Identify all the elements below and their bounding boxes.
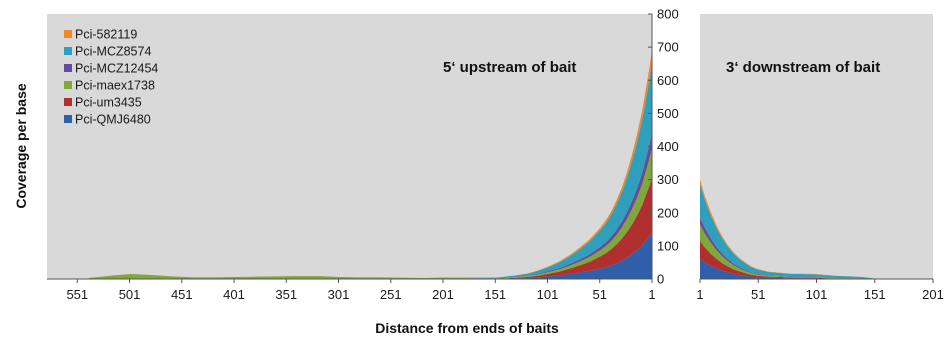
area-upstream-pci-um3435	[88, 177, 653, 279]
x-tick-label: 101	[806, 287, 828, 302]
y-tick-label: 0	[657, 272, 664, 287]
panel-annotation-upstream: 5‘ upstream of bait	[443, 59, 576, 76]
plot-area-downstream	[700, 14, 933, 279]
x-tick-label: 351	[275, 287, 297, 302]
y-tick-label: 800	[657, 7, 679, 22]
legend-swatch	[64, 81, 72, 89]
x-tick-label: 151	[864, 287, 886, 302]
legend-swatch	[64, 47, 72, 55]
area-downstream-pci-qmj6480	[700, 259, 880, 279]
y-axis-title: Coverage per base	[13, 83, 29, 208]
legend-label: Pci-um3435	[75, 96, 142, 110]
y-tick-label: 500	[657, 106, 679, 121]
plot-area-upstream	[47, 14, 652, 279]
y-tick-label: 600	[657, 73, 679, 88]
x-tick-label: 201	[432, 287, 454, 302]
x-tick-label: 451	[171, 287, 193, 302]
legend-label: Pci-MCZ8574	[75, 45, 151, 59]
x-tick-label: 101	[537, 287, 559, 302]
legend-label: Pci-MCZ12454	[75, 62, 158, 76]
x-axis-title: Distance from ends of baits	[375, 320, 559, 336]
x-tick-label: 301	[328, 287, 350, 302]
legend-swatch	[64, 64, 72, 72]
legend-swatch	[64, 98, 72, 106]
legend-swatch	[64, 115, 72, 123]
chart-legend: Pci-582119 Pci-MCZ8574 Pci-MCZ12454 Pci-mae…	[64, 28, 158, 127]
legend-label: Pci-maex1738	[75, 79, 155, 93]
area-upstream-pci-qmj6480	[88, 232, 653, 279]
x-tick-label: 151	[484, 287, 506, 302]
y-tick-label: 100	[657, 238, 679, 253]
y-tick-label: 400	[657, 139, 679, 154]
x-tick-label: 1	[648, 287, 655, 302]
legend-swatch	[64, 30, 72, 38]
x-tick-label: 551	[66, 287, 88, 302]
legend-label: Pci-QMJ6480	[75, 113, 151, 127]
x-tick-label: 251	[380, 287, 402, 302]
y-tick-label: 300	[657, 172, 679, 187]
x-tick-label: 1	[696, 287, 703, 302]
x-tick-label: 401	[223, 287, 245, 302]
x-tick-label: 501	[119, 287, 141, 302]
panel-annotation-downstream: 3‘ downstream of bait	[726, 59, 880, 76]
y-tick-label: 700	[657, 40, 679, 55]
y-tick-label: 200	[657, 205, 679, 220]
legend-label: Pci-582119	[75, 28, 137, 42]
x-tick-label: 51	[751, 287, 765, 302]
x-tick-label: 201	[922, 287, 944, 302]
x-tick-label: 51	[593, 287, 607, 302]
